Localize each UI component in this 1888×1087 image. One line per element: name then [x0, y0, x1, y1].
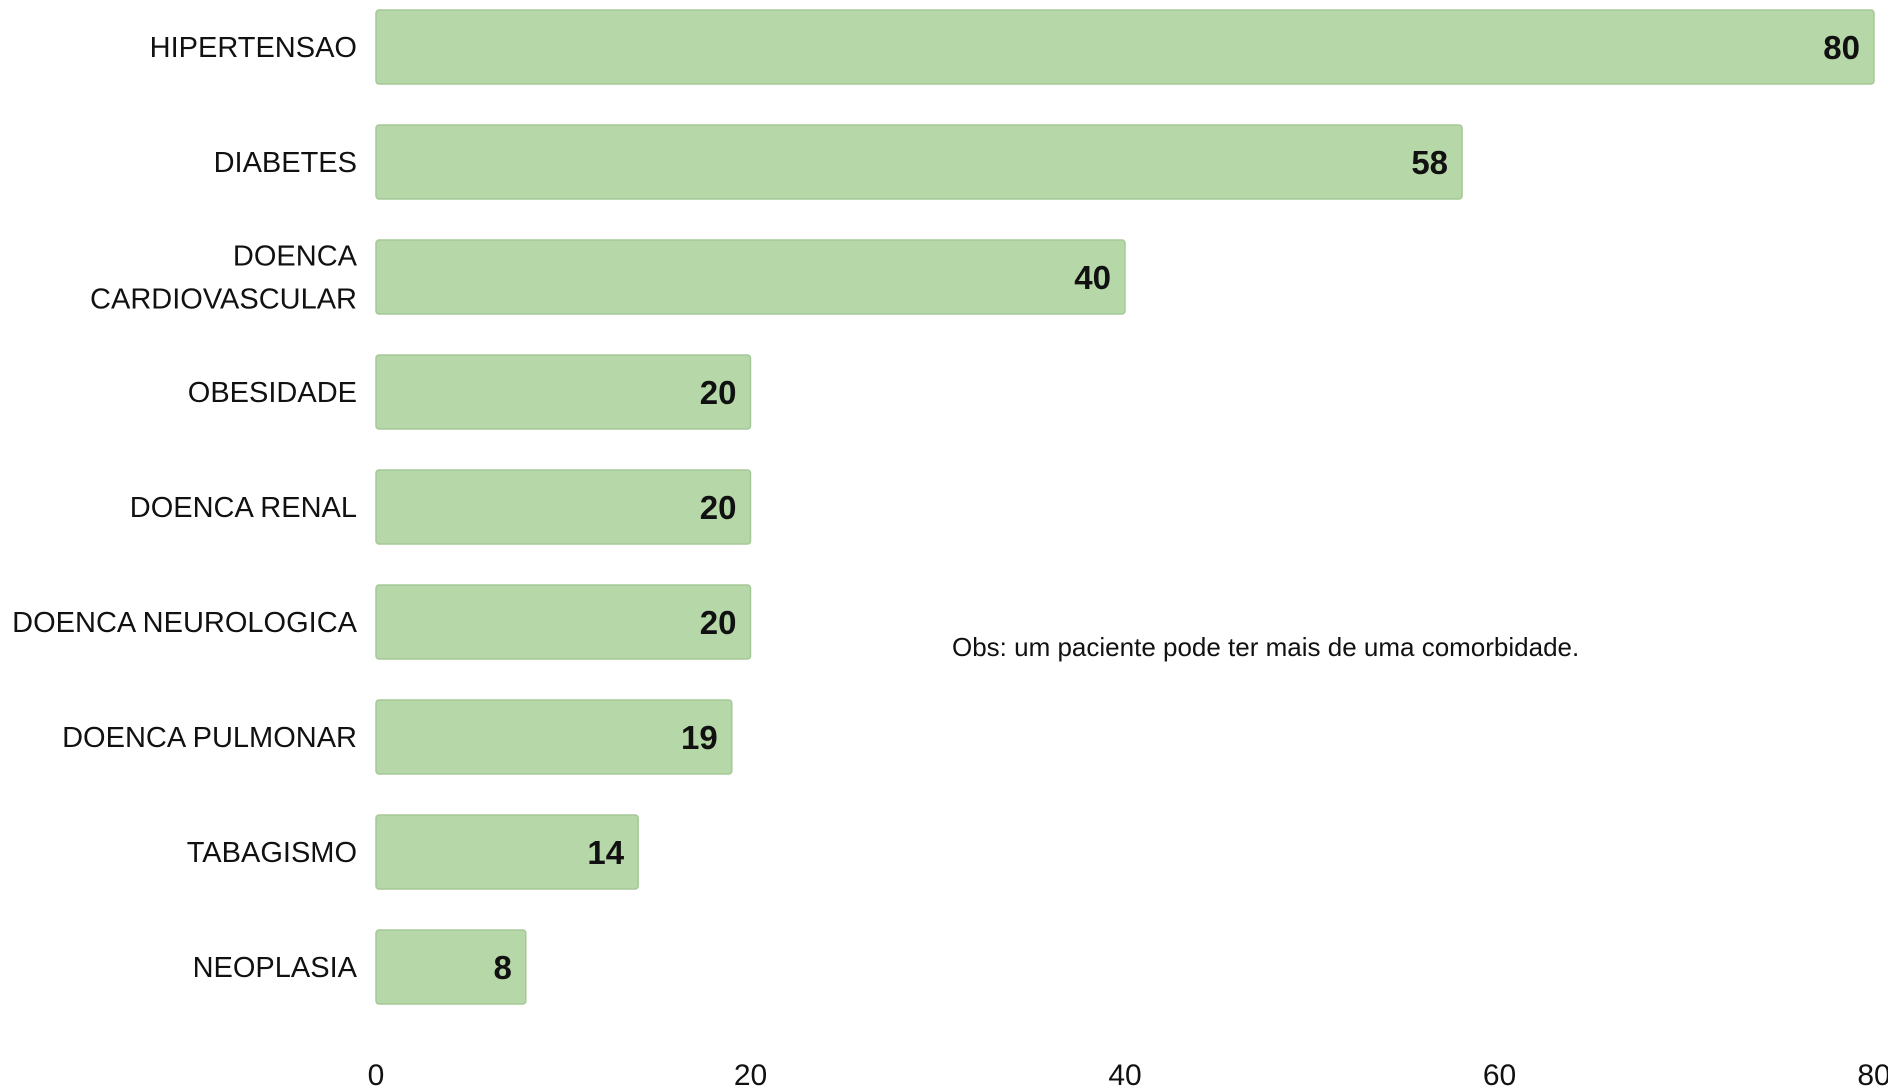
- bar-value-label: 19: [681, 719, 718, 756]
- bar-4: [375, 354, 752, 430]
- category-label-line: CARDIOVASCULAR: [90, 284, 357, 316]
- category-label-line: DOENCA NEUROLOGICA: [12, 607, 357, 639]
- category-label-line: DOENCA PULMONAR: [62, 722, 357, 754]
- category-label-line: NEOPLASIA: [193, 952, 358, 984]
- bar-6: [375, 584, 752, 660]
- category-label: DOENCA NEUROLOGICA: [12, 607, 357, 639]
- bar-value-label: 58: [1411, 144, 1448, 181]
- category-label-line: OBESIDADE: [188, 377, 357, 409]
- chart-annotation: Obs: um paciente pode ter mais de uma co…: [952, 632, 1580, 662]
- bar-3: [375, 239, 1126, 315]
- category-label: DOENCA CARDIOVASCULAR: [90, 241, 358, 316]
- bar-value-label: 14: [587, 834, 624, 871]
- bar-value-label: 20: [700, 374, 737, 411]
- category-label: DOENCA RENAL: [130, 492, 357, 524]
- bar-8: [375, 814, 639, 890]
- bar-1: [375, 9, 1875, 85]
- category-label: NEOPLASIA: [193, 952, 358, 984]
- category-label-line: DOENCA: [233, 241, 358, 273]
- category-label-line: DIABETES: [214, 147, 357, 179]
- x-tick-label: 60: [1483, 1059, 1516, 1087]
- category-label-line: HIPERTENSAO: [150, 32, 357, 64]
- bar-value-label: 40: [1074, 259, 1111, 296]
- bar-2: [375, 124, 1463, 200]
- category-label: OBESIDADE: [188, 377, 357, 409]
- x-tick-label: 80: [1857, 1059, 1888, 1087]
- category-label: TABAGISMO: [187, 837, 357, 869]
- bar-7: [375, 699, 733, 775]
- bar-9: [375, 929, 527, 1005]
- bar-value-label: 20: [700, 604, 737, 641]
- x-tick-label: 20: [734, 1059, 767, 1087]
- category-label-line: TABAGISMO: [187, 837, 357, 869]
- category-label: HIPERTENSAO: [150, 32, 357, 64]
- x-tick-label: 40: [1108, 1059, 1141, 1087]
- bar-value-label: 20: [700, 489, 737, 526]
- category-label: DOENCA PULMONAR: [62, 722, 357, 754]
- category-label: DIABETES: [214, 147, 357, 179]
- bar-value-label: 8: [493, 949, 511, 986]
- bar-value-label: 80: [1823, 29, 1860, 66]
- category-label-line: DOENCA RENAL: [130, 492, 357, 524]
- x-tick-label: 0: [368, 1059, 385, 1087]
- bar-5: [375, 469, 752, 545]
